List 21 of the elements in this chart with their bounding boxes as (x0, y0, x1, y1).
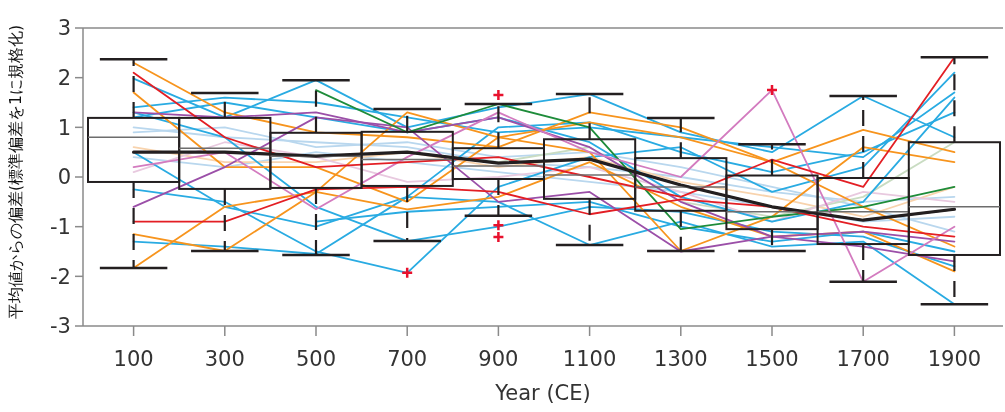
y-tick-label: -2 (50, 264, 71, 289)
x-tick-label: 1100 (562, 347, 617, 371)
x-axis-title: Year (CE) (494, 381, 591, 405)
x-tick-label: 500 (295, 347, 337, 371)
x-tick-label: 900 (478, 347, 519, 371)
x-tick-label: 1300 (654, 347, 708, 371)
line-series (315, 89, 956, 231)
line-series (132, 126, 956, 233)
y-tick-label: -3 (50, 314, 71, 339)
x-tick-label: 300 (204, 347, 245, 371)
x-tick-label: 1700 (836, 347, 890, 371)
x-tick-label: 700 (387, 347, 428, 371)
y-tick-label: 3 (57, 16, 71, 41)
y-tick-label: 2 (57, 66, 71, 91)
y-tick-label: 0 (57, 165, 71, 190)
y-tick-label: 1 (57, 115, 71, 140)
x-tick-label: 100 (113, 347, 154, 371)
x-tick-label: 1900 (927, 347, 982, 371)
y-axis-title: 平均値からの偏差(標準偏差を1に規格化) (7, 25, 26, 319)
y-tick-label: -1 (50, 215, 71, 240)
x-tick-label: 1500 (745, 347, 799, 371)
